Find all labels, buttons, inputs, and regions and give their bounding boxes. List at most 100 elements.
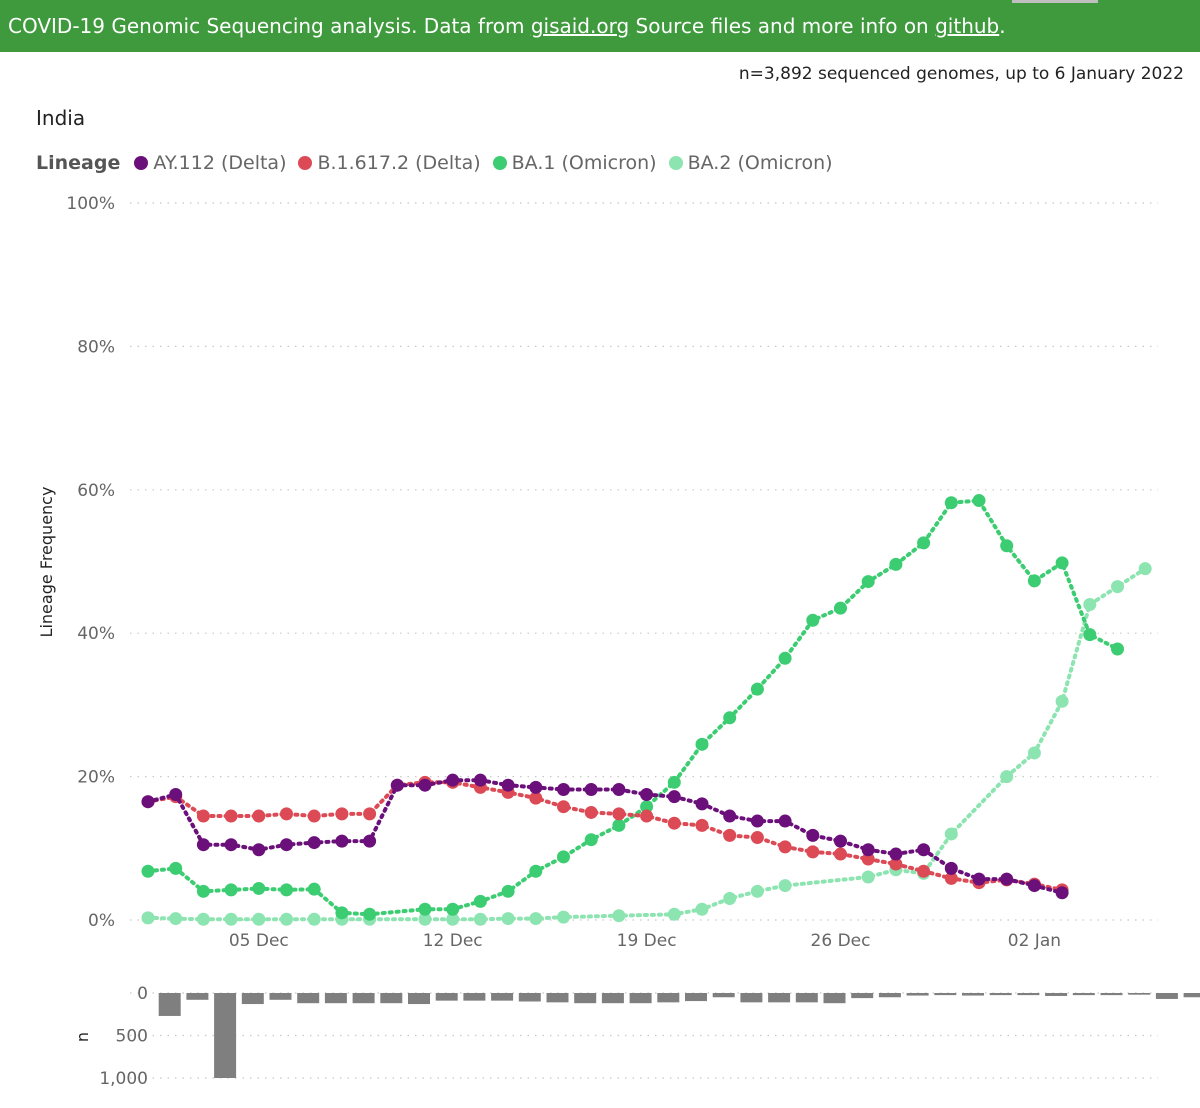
data-point [889, 557, 903, 571]
count-tick-label: 1,000 [99, 1069, 148, 1089]
gisaid-link[interactable]: gisaid.org [530, 14, 630, 38]
data-point [335, 807, 349, 821]
data-point [473, 894, 487, 908]
data-point [280, 912, 293, 926]
count-bar [878, 993, 901, 998]
series-line-ay112 [146, 778, 1065, 895]
data-point [667, 816, 681, 830]
data-point [612, 783, 626, 797]
count-bar [712, 993, 735, 998]
data-point [612, 909, 626, 923]
banner-prefix: COVID-19 Genomic Sequencing analysis. Da… [8, 14, 531, 38]
data-point [363, 907, 377, 921]
data-point [141, 795, 155, 809]
data-point [307, 809, 321, 823]
data-point [640, 788, 654, 802]
genome-count-text: n=3,892 sequenced genomes, up to 6 Janua… [738, 64, 1184, 84]
data-point [418, 778, 432, 792]
data-point [861, 852, 875, 866]
legend-item-ba2[interactable]: BA.2 (Omicron) [668, 152, 833, 174]
data-point [750, 814, 764, 828]
data-point [252, 881, 266, 895]
count-bar [851, 993, 874, 999]
data-point [307, 836, 321, 850]
legend-dot-icon [668, 156, 683, 170]
data-point [667, 790, 681, 804]
data-point [778, 814, 792, 828]
count-bar [823, 993, 846, 1004]
legend-label: BA.1 (Omicron) [511, 152, 657, 174]
x-tick-label: 26 Dec [811, 931, 871, 951]
legend: Lineage AY.112 (Delta) B.1.617.2 (Delta)… [36, 152, 845, 174]
count-bar [463, 993, 486, 1001]
count-bar [1155, 993, 1178, 999]
data-point [529, 864, 543, 878]
data-point [169, 861, 183, 875]
data-point [1055, 694, 1069, 708]
data-point [584, 783, 598, 797]
count-bar [740, 993, 763, 1003]
count-bar [934, 993, 957, 996]
count-bar [962, 993, 984, 996]
data-point [778, 651, 792, 665]
data-point [501, 884, 515, 898]
count-axis-title: n [73, 1032, 92, 1042]
data-point [363, 834, 377, 848]
legend-dot-icon [492, 156, 507, 170]
legend-item-ay112[interactable]: AY.112 (Delta) [134, 152, 286, 174]
legend-item-b16172[interactable]: B.1.617.2 (Delta) [298, 152, 481, 174]
legend-item-ba1[interactable]: BA.1 (Omicron) [492, 152, 657, 174]
data-point [640, 800, 654, 814]
count-bar [657, 993, 680, 1003]
data-point [224, 809, 238, 823]
data-point [861, 843, 875, 857]
count-bar [352, 993, 375, 1004]
data-point [972, 872, 986, 886]
data-point [557, 783, 570, 797]
data-point [1055, 886, 1069, 900]
data-point [418, 902, 432, 916]
legend-label: AY.112 (Delta) [153, 152, 287, 174]
y-tick-label: 0% [88, 911, 115, 931]
data-point [944, 827, 958, 841]
data-point [944, 496, 958, 510]
data-point [889, 847, 903, 861]
count-bar [186, 993, 209, 1000]
data-point [1027, 879, 1041, 893]
data-point [169, 912, 183, 926]
count-bar [685, 993, 707, 1002]
legend-dot-icon [134, 156, 149, 170]
count-bar [491, 993, 514, 1001]
y-tick-label: 100% [66, 194, 115, 214]
count-bar [408, 993, 430, 1005]
data-point [917, 864, 931, 878]
country-title: India [36, 106, 86, 130]
data-point [446, 902, 460, 916]
data-point [196, 912, 210, 926]
legend-title: Lineage [36, 152, 121, 174]
y-axis-title: Lineage Frequency [37, 487, 56, 638]
banner-suffix: . [999, 14, 1006, 38]
legend-label: BA.2 (Omicron) [687, 152, 833, 174]
x-tick-label: 05 Dec [229, 931, 289, 951]
data-point [224, 883, 238, 897]
count-bar [241, 993, 264, 1005]
data-point [667, 775, 681, 789]
count-bar [906, 993, 929, 996]
github-link[interactable]: github [935, 14, 1000, 38]
legend-dot-icon [298, 156, 313, 170]
data-point [529, 791, 543, 805]
data-point [529, 780, 543, 794]
data-point [557, 910, 570, 924]
count-bar [574, 993, 597, 1004]
count-bar [380, 993, 403, 1004]
data-point [834, 834, 847, 848]
x-tick-label: 19 Dec [617, 931, 677, 951]
x-tick-label: 02 Jan [1008, 931, 1061, 951]
count-bar [601, 993, 624, 1004]
data-point [307, 882, 321, 896]
data-point [280, 883, 293, 897]
data-point [1111, 580, 1124, 594]
y-tick-label: 80% [77, 337, 115, 357]
